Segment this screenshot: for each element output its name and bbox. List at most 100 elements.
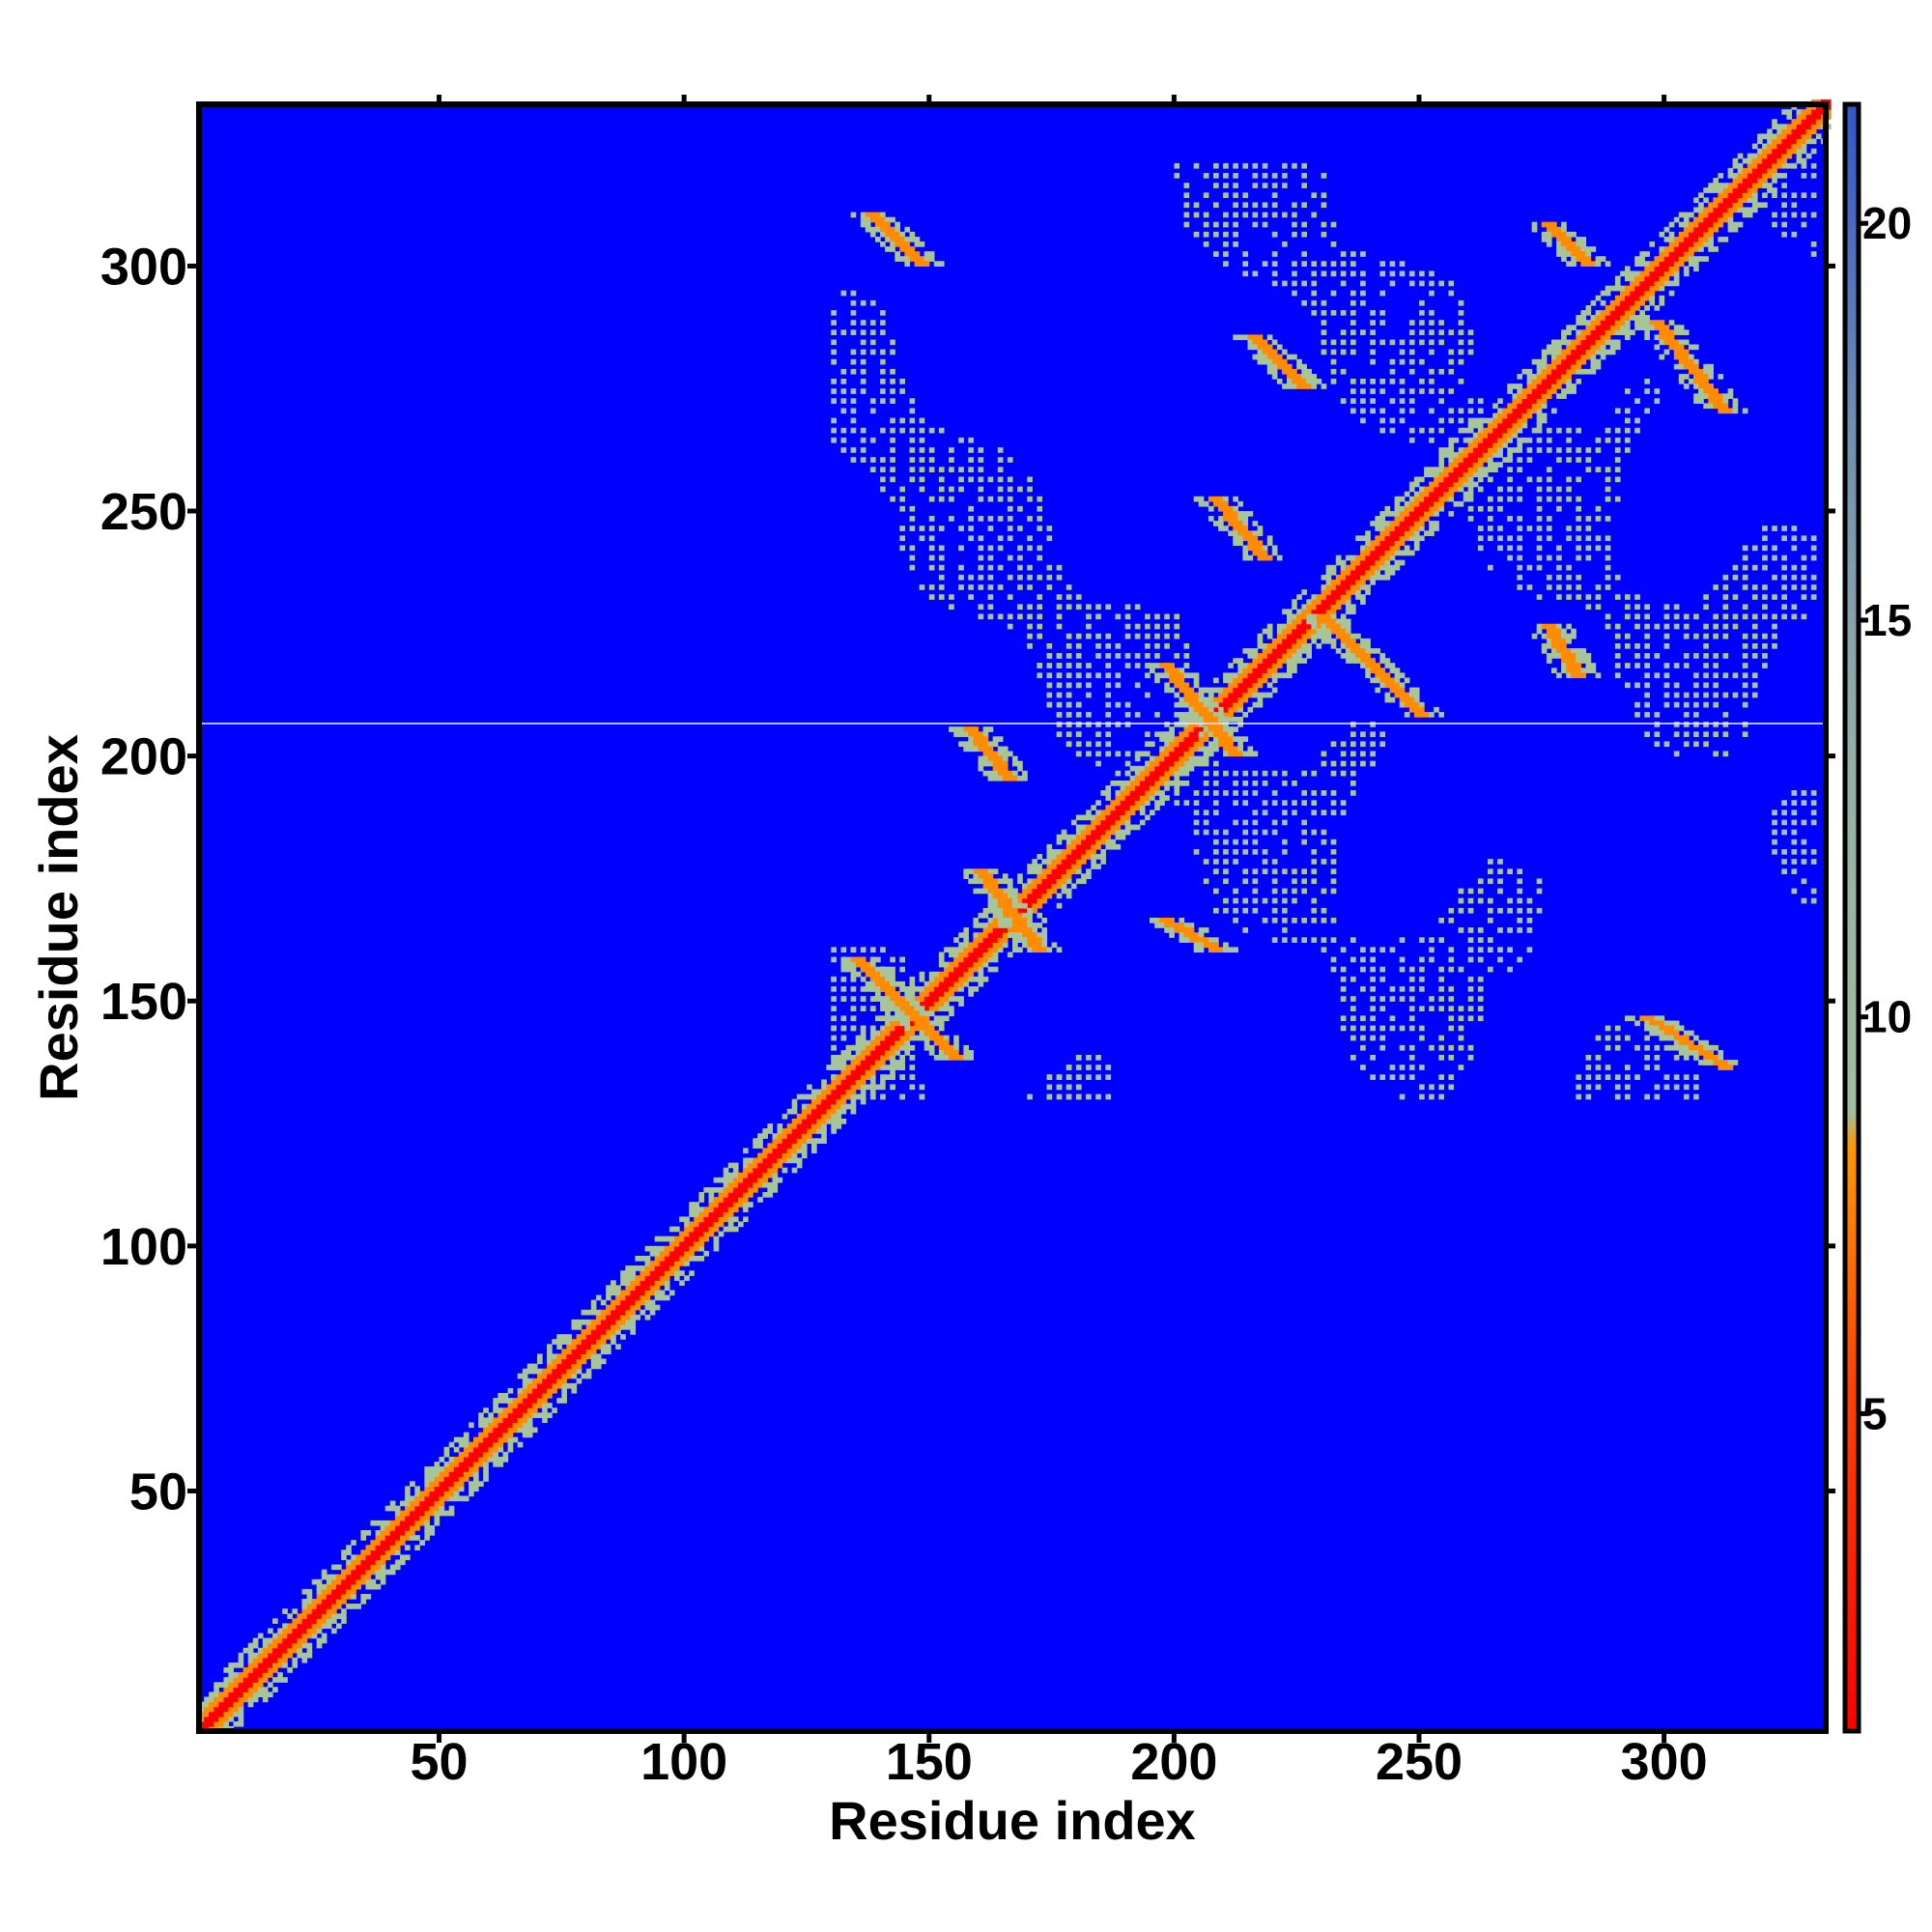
heatmap-cell (1536, 476, 1543, 483)
heatmap-cell (1502, 417, 1508, 424)
heatmap-cell (973, 956, 980, 963)
heatmap-cell (394, 1559, 401, 1566)
heatmap-cell (689, 1221, 695, 1228)
heatmap-cell (1467, 481, 1474, 488)
heatmap-cell (1448, 1044, 1455, 1051)
heatmap-cell (1159, 790, 1165, 796)
heatmap-cell (316, 1623, 323, 1630)
heatmap-cell (1145, 751, 1151, 757)
heatmap-cell (919, 417, 925, 424)
heatmap-cell (1693, 1074, 1699, 1080)
heatmap-cell (1693, 741, 1699, 748)
heatmap-cell (1296, 618, 1302, 625)
heatmap-cell (448, 1457, 455, 1463)
heatmap-cell (223, 1677, 230, 1683)
heatmap-cell (1408, 521, 1415, 526)
heatmap-cell (1252, 781, 1259, 786)
heatmap-cell (860, 1035, 867, 1041)
heatmap-cell (242, 1677, 249, 1683)
heatmap-cell (615, 1329, 621, 1335)
heatmap-cell (1576, 476, 1581, 483)
heatmap-cell (1507, 422, 1513, 429)
heatmap-cell (1046, 873, 1053, 879)
heatmap-cell (890, 1074, 895, 1080)
heatmap-cell (1370, 1015, 1376, 1022)
heatmap-cell (840, 1060, 847, 1065)
heatmap-cell (796, 1143, 803, 1149)
heatmap-cell (1517, 897, 1523, 904)
heatmap-cell (1379, 996, 1386, 1002)
heatmap-cell (1355, 554, 1361, 561)
heatmap-cell (772, 1172, 779, 1179)
heatmap-cell (1458, 476, 1464, 483)
heatmap-cell (748, 1177, 753, 1183)
heatmap-cell (1242, 663, 1249, 668)
heatmap-cell (1154, 785, 1160, 791)
heatmap-cell (1276, 633, 1283, 639)
heatmap-cell (1482, 467, 1489, 472)
heatmap-cell (502, 1417, 509, 1424)
heatmap-cell (1145, 814, 1151, 821)
heatmap-cell (1512, 417, 1519, 424)
heatmap-cell (1463, 452, 1469, 458)
heatmap-cell (718, 1197, 724, 1203)
heatmap-cell (1566, 427, 1572, 434)
heatmap-cell (566, 1368, 573, 1375)
heatmap-cell (1237, 701, 1243, 708)
heatmap-cell (1183, 183, 1190, 188)
heatmap-cell (1321, 192, 1327, 198)
heatmap-cell (1488, 462, 1493, 468)
heatmap-cell (531, 1393, 538, 1399)
heatmap-cell (1095, 731, 1101, 737)
heatmap-cell (807, 1094, 812, 1100)
heatmap-cell (919, 437, 925, 443)
heatmap-cell (1145, 692, 1151, 698)
heatmap-cell (1502, 422, 1508, 429)
heatmap-cell (311, 1578, 318, 1585)
heatmap-cell (355, 1554, 361, 1561)
heatmap-cell (556, 1368, 562, 1375)
heatmap-cell (1056, 663, 1063, 668)
heatmap-cell (1233, 242, 1238, 247)
heatmap-cell (1408, 1074, 1415, 1080)
heatmap-cell (1203, 242, 1209, 247)
heatmap-cell (458, 1451, 465, 1458)
heatmap-cell (1276, 658, 1283, 664)
heatmap-cell (419, 1520, 425, 1526)
heatmap-cell (821, 1084, 827, 1091)
heatmap-cell (1413, 511, 1420, 517)
heatmap-cell (1340, 976, 1347, 982)
heatmap-cell (1100, 859, 1106, 865)
heatmap-cell (997, 496, 1004, 502)
heatmap-cell (1448, 1015, 1455, 1022)
heatmap-cell (1350, 580, 1356, 585)
heatmap-cell (262, 1647, 269, 1654)
heatmap-cell (796, 1157, 803, 1164)
heatmap-cell (497, 1441, 504, 1448)
heatmap-cell (630, 1265, 637, 1271)
heatmap-cell (703, 1221, 710, 1228)
heatmap-cell (1512, 447, 1519, 453)
heatmap-cell (1521, 422, 1528, 429)
heatmap-cell (698, 1216, 705, 1223)
heatmap-cell (1751, 564, 1758, 571)
heatmap-cell (1105, 834, 1112, 840)
heatmap-cell (1404, 511, 1410, 517)
heatmap-cell (639, 1280, 646, 1286)
heatmap-cell (410, 1535, 415, 1541)
heatmap-cell (473, 1466, 479, 1472)
heatmap-cell (600, 1349, 607, 1355)
heatmap-cell (1120, 814, 1126, 821)
heatmap-cell (331, 1608, 337, 1614)
heatmap-cell (1434, 521, 1439, 526)
heatmap-cell (1693, 613, 1699, 620)
heatmap-cell (247, 1682, 254, 1688)
heatmap-cell (679, 1216, 685, 1223)
heatmap-cell (1242, 897, 1249, 904)
heatmap-cell (1762, 633, 1768, 639)
heatmap-cell (895, 1006, 900, 1011)
heatmap-cell (816, 1128, 822, 1134)
heatmap-cell (1237, 677, 1243, 684)
heatmap-cell (331, 1578, 337, 1585)
heatmap-cell (1271, 192, 1278, 198)
